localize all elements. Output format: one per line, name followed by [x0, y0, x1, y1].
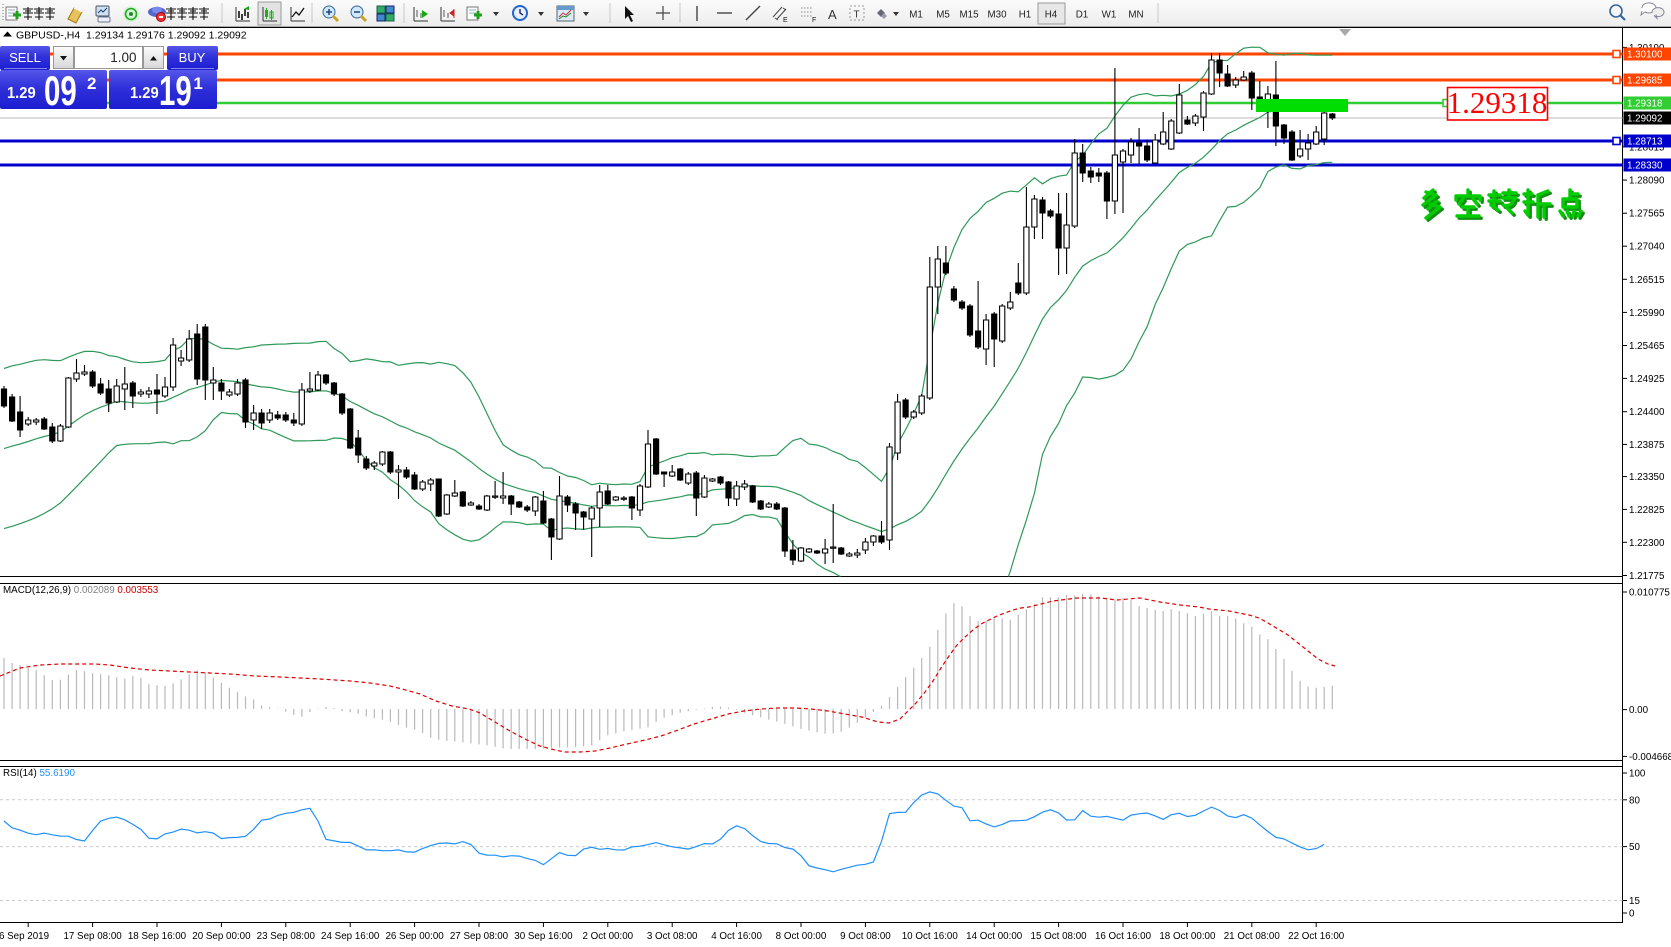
svg-text:RSI(14) 55.6190: RSI(14) 55.6190	[3, 768, 75, 779]
svg-text:30 Sep 16:00: 30 Sep 16:00	[514, 931, 573, 942]
svg-text:15 Oct 08:00: 15 Oct 08:00	[1031, 931, 1088, 942]
svg-text:M30: M30	[987, 10, 1007, 21]
svg-text:18 Sep 16:00: 18 Sep 16:00	[128, 931, 187, 942]
svg-text:MACD(12,26,9) 0.002089 0.00355: MACD(12,26,9) 0.002089 0.003553	[3, 585, 159, 596]
svg-text:4 Oct 16:00: 4 Oct 16:00	[711, 931, 762, 942]
svg-text:18 Oct 00:00: 18 Oct 00:00	[1159, 931, 1216, 942]
svg-text:1.29685: 1.29685	[1627, 76, 1663, 87]
svg-text:T: T	[854, 10, 860, 21]
svg-text:9 Oct 08:00: 9 Oct 08:00	[840, 931, 891, 942]
svg-text:1.22300: 1.22300	[1629, 538, 1665, 549]
svg-text:M5: M5	[936, 10, 950, 21]
svg-text:E: E	[783, 17, 788, 24]
svg-text:15: 15	[1629, 896, 1640, 907]
svg-text:1.28615: 1.28615	[1629, 142, 1665, 153]
svg-text:M15: M15	[959, 10, 979, 21]
svg-text:14 Oct 00:00: 14 Oct 00:00	[966, 931, 1023, 942]
svg-text:W1: W1	[1102, 10, 1117, 21]
svg-text:0.010775: 0.010775	[1629, 588, 1670, 599]
svg-text:1.28090: 1.28090	[1629, 176, 1665, 187]
svg-text:1.25465: 1.25465	[1629, 341, 1665, 352]
svg-text:24 Sep 16:00: 24 Sep 16:00	[321, 931, 380, 942]
svg-text:1.24400: 1.24400	[1629, 407, 1665, 418]
svg-text:21 Oct 08:00: 21 Oct 08:00	[1224, 931, 1281, 942]
svg-text:1.27040: 1.27040	[1629, 242, 1665, 253]
svg-text:1.23875: 1.23875	[1629, 440, 1665, 451]
svg-text:1.30100: 1.30100	[1627, 50, 1663, 61]
svg-text:GBPUSD-,H4 1.29134 1.29176 1.: GBPUSD-,H4 1.29134 1.29176 1.29092 1.290…	[16, 30, 247, 42]
svg-text:27 Sep 08:00: 27 Sep 08:00	[450, 931, 509, 942]
svg-text:23 Sep 08:00: 23 Sep 08:00	[257, 931, 316, 942]
svg-text:16 Oct 16:00: 16 Oct 16:00	[1095, 931, 1152, 942]
svg-text:26 Sep 00:00: 26 Sep 00:00	[385, 931, 444, 942]
svg-text:20 Sep 00:00: 20 Sep 00:00	[192, 931, 251, 942]
svg-text:1.28330: 1.28330	[1627, 161, 1663, 172]
svg-text:17 Sep 08:00: 17 Sep 08:00	[63, 931, 122, 942]
svg-text:80: 80	[1629, 795, 1640, 806]
svg-text:-0.004668: -0.004668	[1629, 752, 1671, 763]
svg-text:2 Oct 00:00: 2 Oct 00:00	[582, 931, 633, 942]
svg-text:16 Sep 2019: 16 Sep 2019	[0, 931, 49, 942]
svg-text:1.29318: 1.29318	[1627, 99, 1663, 110]
svg-text:1.23350: 1.23350	[1629, 472, 1665, 483]
svg-text:1.29092: 1.29092	[1627, 114, 1662, 125]
svg-text:22 Oct 16:00: 22 Oct 16:00	[1288, 931, 1345, 942]
svg-text:1.29318: 1.29318	[1447, 85, 1548, 120]
svg-text:0: 0	[1629, 909, 1635, 920]
svg-text:1.24925: 1.24925	[1629, 374, 1665, 385]
svg-text:H1: H1	[1019, 10, 1032, 21]
svg-text:100: 100	[1629, 769, 1646, 780]
svg-text:F: F	[812, 17, 816, 24]
svg-text:0.00: 0.00	[1629, 705, 1649, 716]
svg-text:1.28713: 1.28713	[1627, 137, 1663, 148]
svg-text:1.27565: 1.27565	[1629, 209, 1665, 220]
svg-text:3 Oct 08:00: 3 Oct 08:00	[647, 931, 698, 942]
svg-text:MN: MN	[1128, 10, 1143, 21]
svg-text:A: A	[828, 7, 837, 22]
svg-text:50: 50	[1629, 842, 1640, 853]
svg-text:8 Oct 00:00: 8 Oct 00:00	[776, 931, 827, 942]
svg-text:H4: H4	[1045, 10, 1058, 21]
svg-text:D1: D1	[1076, 10, 1089, 21]
svg-text:1.26515: 1.26515	[1629, 275, 1665, 286]
svg-text:1.22825: 1.22825	[1629, 505, 1665, 516]
svg-text:1.25990: 1.25990	[1629, 308, 1665, 319]
svg-text:M1: M1	[909, 10, 923, 21]
svg-text:10 Oct 16:00: 10 Oct 16:00	[902, 931, 959, 942]
svg-text:1.21775: 1.21775	[1629, 571, 1665, 582]
